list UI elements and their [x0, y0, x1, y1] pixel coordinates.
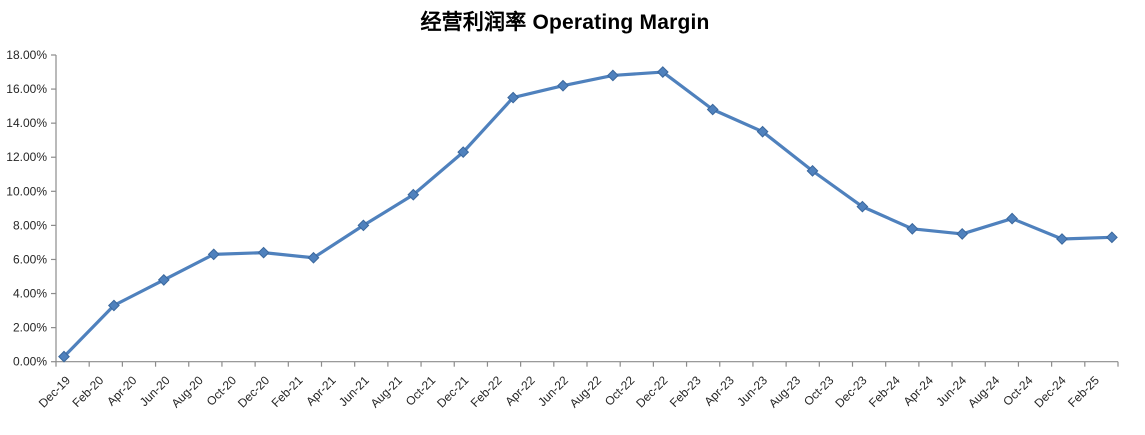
x-tick-label: Apr-20 — [104, 373, 140, 409]
y-tick-label: 10.00% — [6, 184, 47, 198]
data-point-marker — [906, 222, 919, 235]
data-point-marker — [407, 188, 420, 201]
data-point-marker — [606, 69, 619, 82]
x-tick-label: Feb-25 — [1065, 373, 1102, 410]
x-tick-label: Aug-23 — [766, 373, 803, 410]
x-tick-label: Dec-24 — [1031, 373, 1068, 410]
x-tick-label: Jun-20 — [137, 373, 173, 409]
x-tick-label: Apr-24 — [901, 373, 937, 409]
data-point-marker — [357, 219, 370, 232]
x-tick-label: Jun-21 — [336, 373, 372, 409]
y-tick-label: 6.00% — [13, 252, 47, 266]
y-tick-label: 14.00% — [6, 116, 47, 130]
x-tick-label: Jun-24 — [933, 373, 969, 409]
data-point-marker — [706, 103, 719, 116]
x-tick-label: Jun-22 — [535, 373, 571, 409]
data-point-marker — [1006, 212, 1019, 225]
data-point-marker — [507, 91, 520, 104]
x-tick-label: Feb-20 — [70, 373, 107, 410]
chart-title: 经营利润率 Operating Margin — [420, 11, 710, 34]
x-tick-label: Aug-22 — [567, 373, 604, 410]
x-tick-label: Dec-23 — [832, 373, 869, 410]
y-tick-label: 8.00% — [13, 218, 47, 232]
x-tick-label: Dec-19 — [36, 373, 73, 410]
y-tick-label: 16.00% — [6, 82, 47, 96]
x-tick-label: Oct-21 — [403, 373, 439, 409]
data-point-marker — [457, 146, 470, 159]
x-tick-label: Aug-24 — [965, 373, 1002, 410]
data-point-marker — [157, 274, 170, 286]
x-tick-label: Aug-20 — [169, 373, 206, 410]
data-point-marker — [107, 299, 120, 312]
y-tick-label: 4.00% — [13, 287, 47, 301]
data-point-marker — [557, 79, 569, 92]
series-line — [62, 70, 1114, 359]
data-point-marker — [806, 164, 819, 177]
data-point-marker — [1056, 233, 1068, 245]
x-tick-label: Jun-23 — [734, 373, 770, 409]
x-tick-label: Aug-21 — [368, 373, 405, 410]
data-point-marker — [58, 350, 70, 363]
x-tick-label: Apr-22 — [502, 373, 538, 409]
data-point-marker — [207, 248, 220, 261]
x-tick-label: Feb-21 — [269, 373, 306, 410]
x-tick-label: Dec-21 — [434, 373, 471, 410]
x-tick-label: Feb-22 — [468, 373, 505, 410]
data-point-marker — [1105, 231, 1118, 244]
data-point-marker — [307, 251, 320, 264]
x-tick-label: Apr-21 — [303, 373, 339, 409]
y-tick-label: 2.00% — [13, 321, 47, 335]
x-tick-label: Oct-24 — [1000, 373, 1036, 409]
data-point-marker — [656, 66, 669, 78]
data-point-marker — [956, 228, 969, 240]
data-point-marker — [756, 125, 769, 138]
axis-lines — [55, 55, 1118, 363]
x-tick-label: Dec-22 — [633, 373, 670, 410]
y-tick-label: 18.00% — [6, 48, 47, 62]
x-tick-label: Apr-23 — [701, 373, 737, 409]
data-point-marker — [257, 246, 270, 259]
x-tick-label: Dec-20 — [235, 373, 272, 410]
x-tick-label: Feb-24 — [866, 373, 903, 410]
x-tick-label: Oct-22 — [602, 373, 638, 409]
x-tick-label: Feb-23 — [667, 373, 704, 410]
y-tick-label: 12.00% — [6, 150, 47, 164]
x-tick-label: Oct-23 — [801, 373, 837, 409]
data-point-marker — [856, 200, 869, 213]
y-tick-label: 0.00% — [13, 355, 47, 369]
x-tick-label: Oct-20 — [204, 373, 240, 409]
